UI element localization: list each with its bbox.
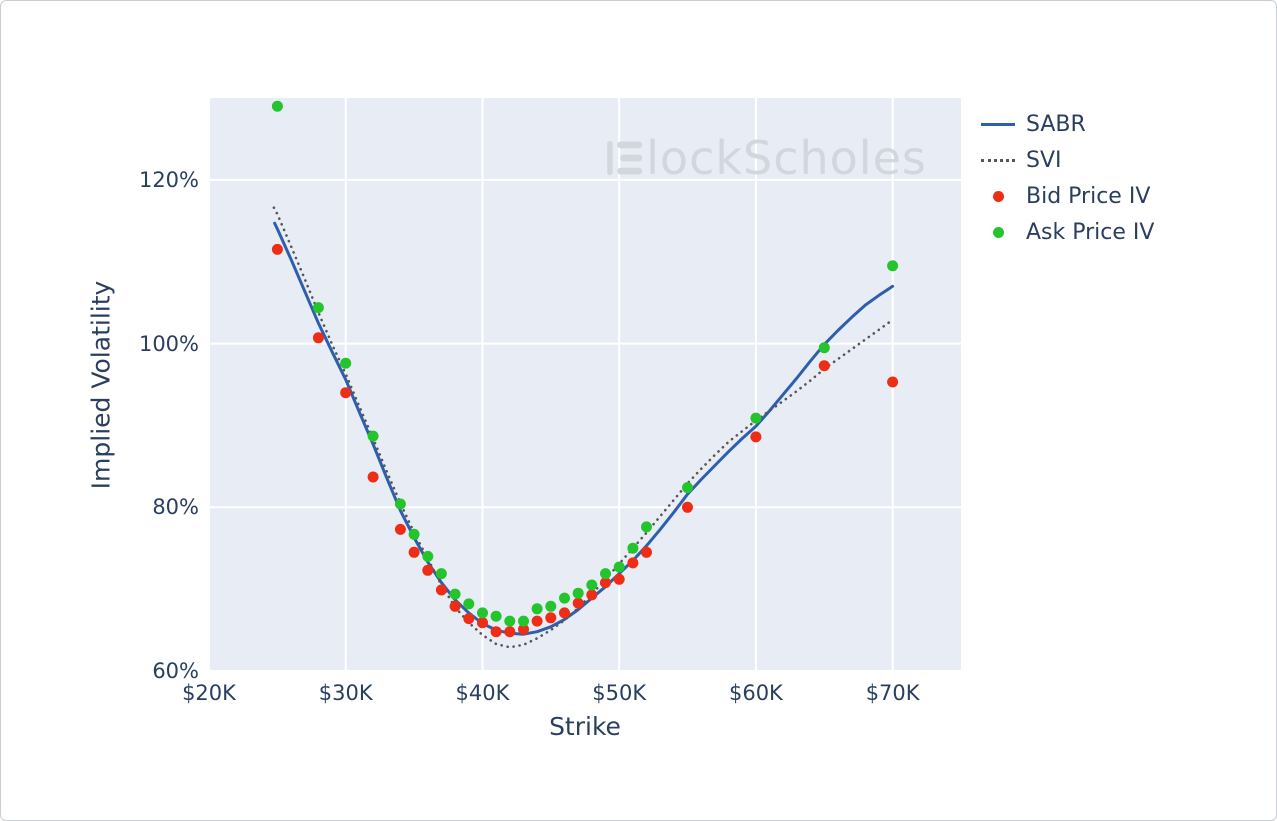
x-tick-50k: $50K — [592, 681, 647, 705]
ask-price-iv-points[interactable] — [271, 100, 899, 627]
sabr-line-swatch-icon — [976, 122, 1020, 126]
bid-dot-swatch-icon — [976, 190, 1020, 202]
sabr-curve — [273, 221, 895, 636]
legend-label-svi: SVI — [1026, 147, 1062, 173]
x-tick-70k: $70K — [865, 681, 920, 705]
svi-dotted-swatch-icon — [976, 158, 1020, 162]
plot-area[interactable] — [209, 98, 961, 671]
y-tick-60: 60% — [152, 659, 199, 683]
blockscholes-logo-icon — [607, 136, 643, 180]
legend-item-svi[interactable]: SVI — [976, 142, 1154, 178]
x-tick-40k: $40K — [455, 681, 510, 705]
y-tick-120: 120% — [138, 167, 199, 192]
legend-label-bid-price-iv: Bid Price IV — [1026, 183, 1151, 209]
y-tick-80: 80% — [152, 495, 199, 520]
y-tick-100: 100% — [138, 331, 199, 356]
x-tick-60k: $60K — [728, 681, 783, 705]
blockscholes-watermark: lockScholes — [607, 131, 927, 185]
x-tick-20k: $20K — [182, 681, 236, 705]
watermark-text: lockScholes — [646, 131, 927, 185]
y-axis-title: Implied Volatility — [86, 280, 116, 490]
legend-item-bid-price-iv[interactable]: Bid Price IV — [976, 178, 1154, 214]
legend-item-sabr[interactable]: SABR — [976, 106, 1154, 142]
x-tick-30k: $30K — [318, 681, 373, 705]
legend-label-sabr: SABR — [1026, 111, 1086, 137]
legend-item-ask-price-iv[interactable]: Ask Price IV — [976, 214, 1154, 250]
x-axis-title: Strike — [549, 712, 621, 741]
ask-dot-swatch-icon — [976, 226, 1020, 238]
legend: SABR SVI Bid Price IV Ask Price IV — [976, 106, 1154, 250]
bid-price-iv-points[interactable] — [271, 243, 899, 638]
legend-label-ask-price-iv: Ask Price IV — [1026, 219, 1155, 245]
